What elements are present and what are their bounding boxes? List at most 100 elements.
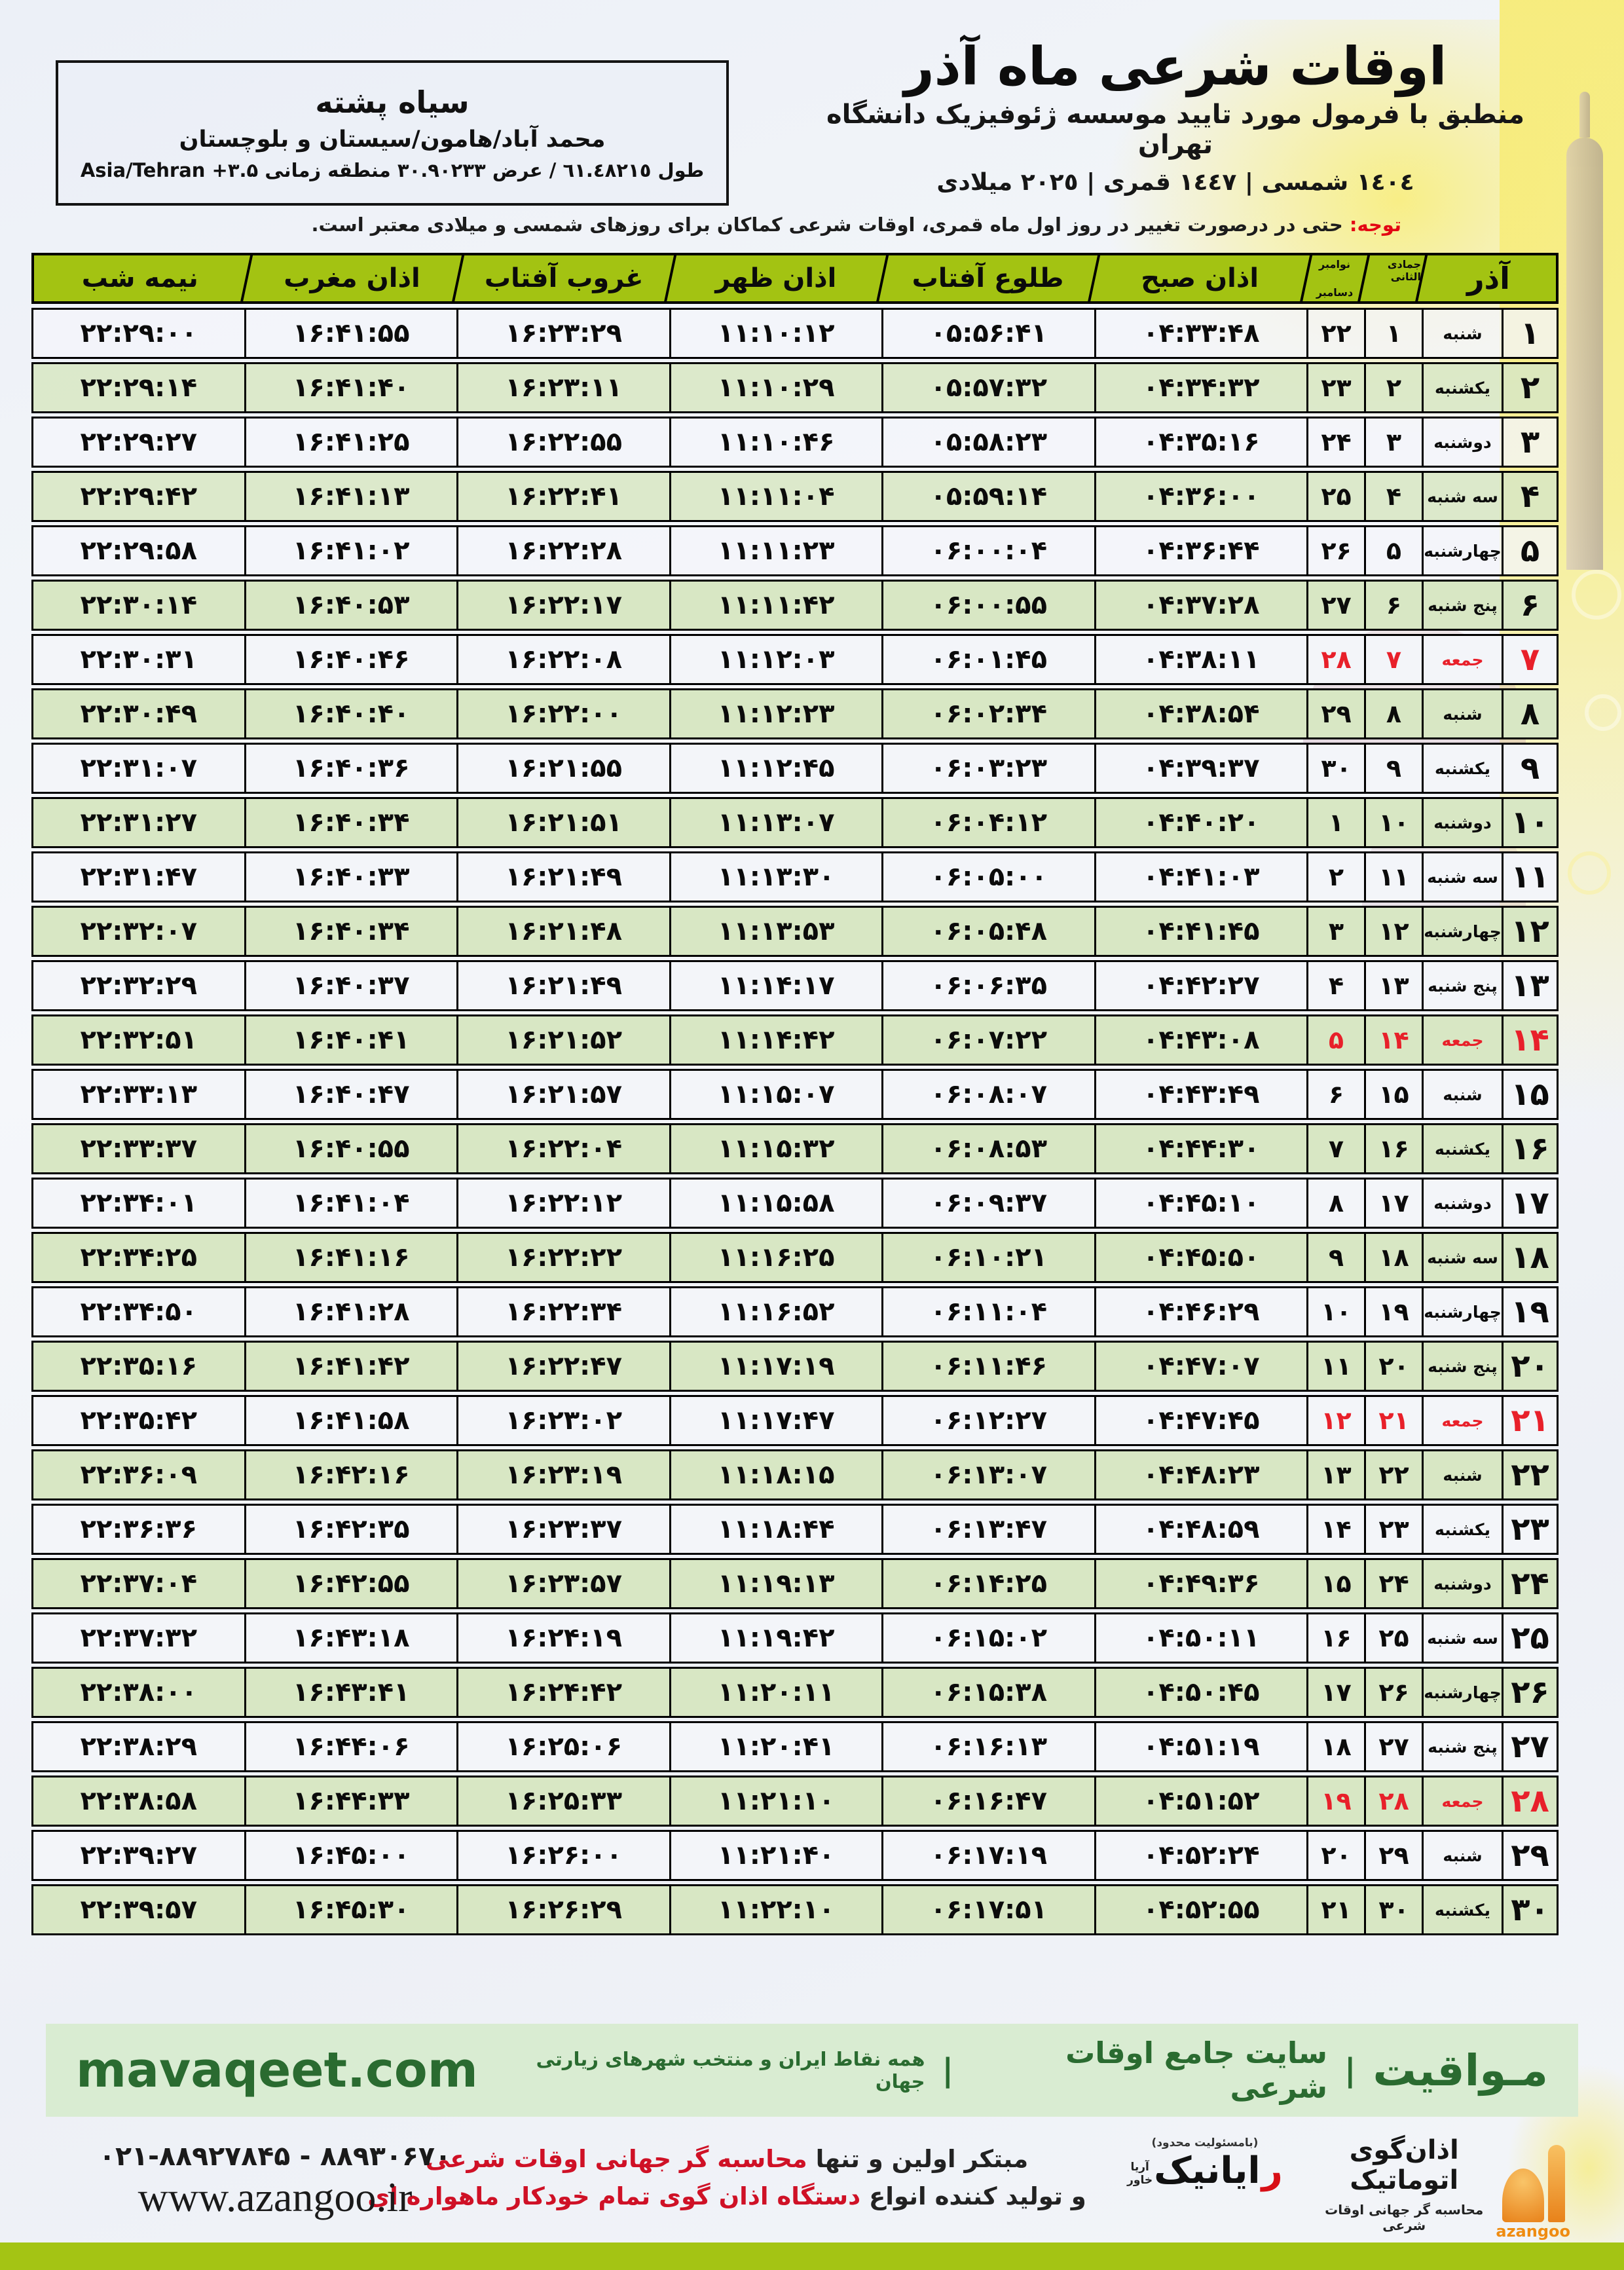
cell-lunar: ۴ xyxy=(1364,473,1422,520)
header-azar: آذر xyxy=(1421,255,1556,301)
cell-dhuhr: ۱۱:۱۶:۲۵ xyxy=(669,1234,882,1281)
cell-midnight: ۲۲:۳۰:۳۱ xyxy=(80,644,197,675)
cell-greg: ۲۱ xyxy=(1306,1886,1364,1933)
cell-fajr: ۰۴:۴۲:۲۷ xyxy=(1094,962,1307,1009)
footer-separator: | xyxy=(942,2052,954,2089)
cell-azar: ۱۰ xyxy=(1502,799,1557,846)
cell-sunset: ۱۶:۲۱:۴۹ xyxy=(456,853,669,901)
cell-lunar: ۲۵ xyxy=(1364,1614,1422,1662)
cell-fajr: ۰۴:۳۷:۲۸ xyxy=(1094,582,1307,629)
promo-line-1: مبتکر اولین و تنها محاسبه گر جهانی اوقات… xyxy=(367,2140,1087,2178)
cell-maghrib: ۱۶:۴۰:۳۷ xyxy=(244,962,457,1009)
cell-fajr: ۰۴:۵۲:۲۴ xyxy=(1094,1832,1307,1879)
cell-dhuhr: ۱۱:۱۹:۴۲ xyxy=(669,1614,882,1662)
cell-greg: ۲ xyxy=(1306,853,1364,901)
cell-midnight: ۲۲:۲۹:۴۲ xyxy=(80,481,197,512)
cell-dhuhr: ۱۱:۱۷:۱۹ xyxy=(669,1343,882,1390)
cell-sunset: ۱۶:۲۲:۳۴ xyxy=(456,1288,669,1335)
cell-dhuhr: ۱۱:۱۵:۵۸ xyxy=(669,1180,882,1227)
cell-lunar: ۲۴ xyxy=(1364,1560,1422,1607)
cell-dhuhr: ۱۱:۱۵:۰۷ xyxy=(669,1071,882,1118)
cell-lunar: ۲۳ xyxy=(1364,1506,1422,1553)
footer-separator: | xyxy=(1344,2052,1356,2089)
cell-midnight: ۲۲:۳۲:۰۷ xyxy=(80,916,197,946)
cell-sunset: ۱۶:۲۱:۴۸ xyxy=(456,908,669,955)
cell-sunrise: ۰۶:۱۷:۵۱ xyxy=(881,1886,1094,1933)
cell-lunar: ۱۵ xyxy=(1364,1071,1422,1118)
table-row: ۲۰ پنج شنبه ۲۰ ۱۱ ۰۴:۴۷:۰۷ ۰۶:۱۱:۴۶ ۱۱:۱۷:۱۹ ۱۶… xyxy=(31,1341,1559,1392)
cell-weekday: یکشنبه xyxy=(1422,364,1502,411)
cell-lunar: ۲۷ xyxy=(1364,1723,1422,1770)
cell-sunset: ۱۶:۲۱:۵۲ xyxy=(456,1016,669,1064)
cell-sunrise: ۰۶:۱۱:۰۴ xyxy=(881,1288,1094,1335)
location-region: محمد آباد/هامون/سیستان و بلوچستان xyxy=(179,126,606,153)
cell-sunrise: ۰۶:۰۹:۳۷ xyxy=(881,1180,1094,1227)
cell-midnight: ۲۲:۳۸:۵۸ xyxy=(80,1786,197,1816)
cell-greg: ۸ xyxy=(1306,1180,1364,1227)
cell-midnight: ۲۲:۳۵:۴۲ xyxy=(80,1405,197,1436)
cell-dhuhr: ۱۱:۱۳:۵۳ xyxy=(669,908,882,955)
cell-fajr: ۰۴:۴۱:۰۳ xyxy=(1094,853,1307,901)
cell-azar: ۲۷ xyxy=(1502,1723,1557,1770)
table-row: ۳ دوشنبه ۳ ۲۴ ۰۴:۳۵:۱۶ ۰۵:۵۸:۲۳ ۱۱:۱۰:۴۶ ۱۶:۲۲:… xyxy=(31,417,1559,468)
cell-lunar: ۲۹ xyxy=(1364,1832,1422,1879)
table-row: ۲۷ پنج شنبه ۲۷ ۱۸ ۰۴:۵۱:۱۹ ۰۶:۱۶:۱۳ ۱۱:۲۰:۴۱ ۱۶… xyxy=(31,1721,1559,1772)
cell-azar: ۸ xyxy=(1502,690,1557,737)
cell-weekday: شنبه xyxy=(1422,1451,1502,1498)
site-description: سایت جامع اوقات شرعی xyxy=(1065,2036,1328,2105)
cell-sunrise: ۰۶:۰۱:۴۵ xyxy=(881,636,1094,683)
cell-azar: ۹ xyxy=(1502,745,1557,792)
cell-dhuhr: ۱۱:۱۳:۳۰ xyxy=(669,853,882,901)
cell-sunset: ۱۶:۲۳:۰۲ xyxy=(456,1397,669,1444)
cell-weekday: پنج شنبه xyxy=(1422,962,1502,1009)
cell-weekday: سه شنبه xyxy=(1422,1234,1502,1281)
cell-sunset: ۱۶:۲۴:۴۲ xyxy=(456,1669,669,1716)
cell-sunset: ۱۶:۲۵:۰۶ xyxy=(456,1723,669,1770)
cell-fajr: ۰۴:۳۸:۱۱ xyxy=(1094,636,1307,683)
rayanik-logo: (بامسئولیت محدود) ر ایانیک آریا خاور xyxy=(1110,2136,1300,2192)
header-sunrise: طلوع آفتاب xyxy=(882,255,1094,301)
cell-sunrise: ۰۶:۱۴:۲۵ xyxy=(881,1560,1094,1607)
cell-maghrib: ۱۶:۴۴:۳۳ xyxy=(244,1777,457,1825)
cell-lunar: ۱۷ xyxy=(1364,1180,1422,1227)
cell-fajr: ۰۴:۳۶:۴۴ xyxy=(1094,527,1307,574)
cell-lunar: ۷ xyxy=(1364,636,1422,683)
cell-sunset: ۱۶:۲۲:۲۲ xyxy=(456,1234,669,1281)
cell-fajr: ۰۴:۴۰:۲۰ xyxy=(1094,799,1307,846)
cell-maghrib: ۱۶:۴۱:۰۲ xyxy=(244,527,457,574)
cell-dhuhr: ۱۱:۲۰:۴۱ xyxy=(669,1723,882,1770)
cell-sunrise: ۰۶:۱۵:۰۲ xyxy=(881,1614,1094,1662)
cell-greg: ۱۷ xyxy=(1306,1669,1364,1716)
cell-sunset: ۱۶:۲۴:۱۹ xyxy=(456,1614,669,1662)
table-row: ۱۳ پنج شنبه ۱۳ ۴ ۰۴:۴۲:۲۷ ۰۶:۰۶:۳۵ ۱۱:۱۴:۱۷ ۱۶:… xyxy=(31,960,1559,1011)
cell-fajr: ۰۴:۴۳:۴۹ xyxy=(1094,1071,1307,1118)
cell-midnight: ۲۲:۳۳:۱۳ xyxy=(80,1079,197,1109)
cell-sunrise: ۰۶:۰۰:۵۵ xyxy=(881,582,1094,629)
cell-fajr: ۰۴:۵۲:۵۵ xyxy=(1094,1886,1307,1933)
cell-sunset: ۱۶:۲۲:۰۴ xyxy=(456,1125,669,1172)
azangoo-logo: azangoo اذان‌گوی اتوماتیک محاسبه گر جهان… xyxy=(1306,2130,1570,2241)
cell-lunar: ۱۰ xyxy=(1364,799,1422,846)
cell-midnight: ۲۲:۳۸:۲۹ xyxy=(80,1732,197,1762)
cell-maghrib: ۱۶:۴۳:۱۸ xyxy=(244,1614,457,1662)
cell-midnight: ۲۲:۳۹:۵۷ xyxy=(80,1895,197,1925)
cell-dhuhr: ۱۱:۱۱:۰۴ xyxy=(669,473,882,520)
cell-lunar: ۳ xyxy=(1364,419,1422,466)
cell-sunset: ۱۶:۲۳:۲۹ xyxy=(456,310,669,357)
rayanik-side-aria: آریا xyxy=(1130,2161,1149,2174)
cell-fajr: ۰۴:۴۶:۲۹ xyxy=(1094,1288,1307,1335)
cell-greg: ۱۱ xyxy=(1306,1343,1364,1390)
mavaqeet-brand: مـواقیت xyxy=(1373,2045,1548,2096)
swirl-ornament xyxy=(1568,851,1611,895)
cell-azar: ۱۲ xyxy=(1502,908,1557,955)
calendar-years: ١٤٠٤ شمسی | ١٤٤٧ قمری | ٢٠٢٥ میلادی xyxy=(936,169,1414,196)
cell-fajr: ۰۴:۵۱:۱۹ xyxy=(1094,1723,1307,1770)
cell-dhuhr: ۱۱:۲۱:۴۰ xyxy=(669,1832,882,1879)
cell-fajr: ۰۴:۵۱:۵۲ xyxy=(1094,1777,1307,1825)
cell-dhuhr: ۱۱:۲۱:۱۰ xyxy=(669,1777,882,1825)
cell-lunar: ۲۶ xyxy=(1364,1669,1422,1716)
table-row: ۱۴ جمعه ۱۴ ۵ ۰۴:۴۳:۰۸ ۰۶:۰۷:۲۲ ۱۱:۱۴:۴۲ ۱۶:۲۱:۵… xyxy=(31,1014,1559,1066)
cell-greg: ۲۴ xyxy=(1306,419,1364,466)
table-row: ۳۰ یکشنبه ۳۰ ۲۱ ۰۴:۵۲:۵۵ ۰۶:۱۷:۵۱ ۱۱:۲۲:۱۰ ۱۶:۲… xyxy=(31,1884,1559,1935)
